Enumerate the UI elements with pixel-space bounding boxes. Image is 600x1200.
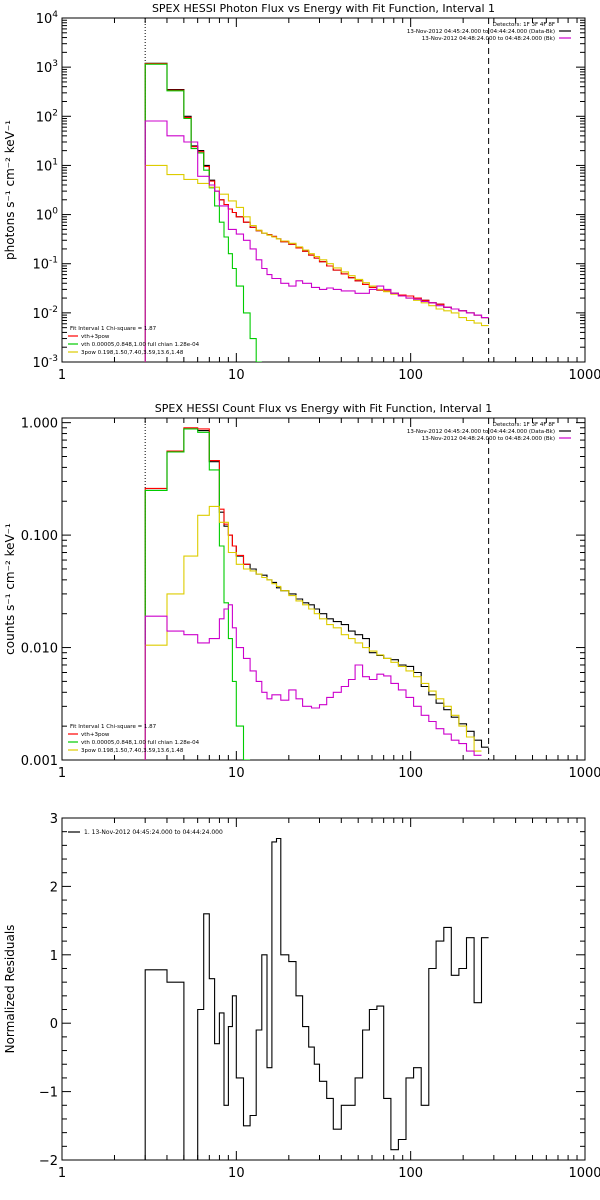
info-right-line: 13-Nov-2012 04:48:24.000 to 04:48:24.000… [422,436,555,442]
plot-frame [61,417,586,761]
series-line [144,164,489,362]
y-tick-label: 102 [36,108,58,125]
y-tick-label: 10-3 [32,354,58,371]
y-tick-label: 104 [36,10,59,27]
info-left-line: vth 0.00005,0.848,1.00 full chian 1.28e-… [81,740,200,746]
y-tick-label: 0 [50,1017,58,1032]
x-tick-label: 1 [58,766,66,781]
series-line [144,62,489,362]
series-line [144,837,489,1160]
y-tick-label: 1.000 [21,417,58,432]
y-axis-label: photons s⁻¹ cm⁻² keV⁻¹ [3,120,17,260]
series-group [144,62,489,362]
residuals-legend-text: 1. 13-Nov-2012 04:45:24.000 to 04:44:24.… [84,829,223,836]
info-left-line: 3pow 0.198,1.50,7.40,3.59,13.6,1.48 [81,748,184,754]
info-right-line: Detectors: 1F 3F 4F 8F [493,422,555,428]
chart-title: SPEX HESSI Photon Flux vs Energy with Fi… [152,2,495,15]
y-tick-label: 1 [50,949,58,964]
y-tick-label: 103 [36,59,58,76]
y-tick-label: 0.100 [21,529,58,544]
x-tick-label: 1000 [568,766,600,781]
series-line [144,428,251,760]
y-tick-label: 0.001 [21,754,58,769]
y-tick-label: 2 [50,880,58,895]
info-left-line: vth+3pow [81,334,110,340]
info-left-line: vth+3pow [81,732,110,738]
y-tick-label: 101 [36,157,58,174]
x-tick-label: 10 [228,1166,245,1181]
panel-normalized-residuals: Normalized Residuals 1 10 100 1000 −2 −1 0 1 2 3 1.… [3,812,600,1181]
x-tick-label: 1000 [568,1166,600,1181]
x-tick-label: 100 [398,766,423,781]
y-tick-label: 10-1 [32,256,58,273]
plot-frame [61,17,586,363]
y-axis-label: counts s⁻¹ cm⁻² keV⁻¹ [3,523,17,655]
x-tick-label: 10 [228,368,245,383]
info-left-line: vth 0.00005,0.848,1.00 full chian 1.28e-… [81,342,200,348]
info-left-line: Fit Interval 1 Chi-square = 1.87 [70,326,157,332]
y-axis-label: Normalized Residuals [3,925,17,1054]
series-line [144,604,482,760]
series-line [144,63,262,362]
panel-count-flux: SPEX HESSI Count Flux vs Energy with Fit… [3,402,600,781]
y-tick-label: −1 [39,1086,58,1101]
info-right-line: Detectors: 1F 3F 4F 8F [493,22,555,28]
info-right-line: 13-Nov-2012 04:48:24.000 to 04:48:24.000… [422,36,555,42]
y-tick-label: 100 [36,207,59,224]
y-tick-label: 3 [50,812,58,827]
plot-frame [61,817,586,1161]
y-tick-label: −2 [39,1154,58,1169]
series-line [144,428,489,760]
x-tick-label: 10 [228,766,245,781]
x-tick-label: 100 [398,1166,423,1181]
y-tick-label: 10-2 [32,305,58,322]
x-tick-label: 100 [398,368,423,383]
info-left-line: Fit Interval 1 Chi-square = 1.87 [70,724,157,730]
series-line [144,427,251,760]
info-right-line: 13-Nov-2012 04:45:24.000 to 04:44:24.000… [407,29,555,35]
panel-photon-flux: SPEX HESSI Photon Flux vs Energy with Fi… [3,2,600,383]
y-tick-label: 0.010 [21,642,58,657]
x-tick-label: 1 [58,1166,66,1181]
info-right-line: 13-Nov-2012 04:45:24.000 to 04:44:24.000… [407,429,555,435]
series-line [144,120,489,362]
chart-title: SPEX HESSI Count Flux vs Energy with Fit… [155,402,492,415]
series-line [144,63,489,362]
series-group [144,837,489,1160]
series-group [144,427,489,760]
x-tick-label: 1000 [568,368,600,383]
series-line [144,505,482,760]
x-tick-label: 1 [58,368,66,383]
info-left-line: 3pow 0.198,1.50,7.40,3.59,13.6,1.48 [81,350,184,356]
